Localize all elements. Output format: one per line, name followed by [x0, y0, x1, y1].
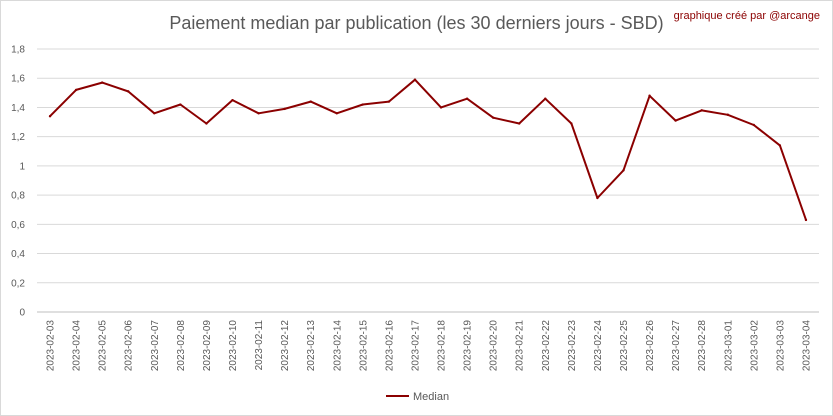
x-tick-label: 2023-02-13 — [306, 320, 317, 372]
x-tick-label: 2023-02-07 — [150, 320, 161, 372]
data-point — [491, 116, 495, 119]
data-point — [752, 123, 756, 127]
data-point — [127, 90, 130, 93]
data-point — [648, 94, 651, 97]
data-point — [257, 112, 260, 115]
y-tick-label: 0,8 — [11, 191, 25, 202]
data-point — [570, 122, 573, 125]
data-point — [231, 98, 234, 102]
x-tick-label: 2023-02-09 — [202, 320, 213, 372]
legend-label: Median — [413, 391, 449, 403]
x-tick-label: 2023-03-03 — [775, 320, 786, 372]
x-tick-label: 2023-02-16 — [384, 320, 395, 372]
data-point — [726, 113, 729, 116]
x-tick-label: 2023-02-04 — [72, 320, 83, 372]
y-tick-label: 1 — [19, 161, 25, 172]
x-tick-label: 2023-02-06 — [124, 320, 135, 372]
x-tick-label: 2023-02-21 — [515, 320, 526, 372]
x-tick-label: 2023-02-19 — [463, 320, 474, 372]
data-point — [100, 81, 104, 84]
x-tick-label: 2023-02-11 — [254, 320, 265, 371]
chart-credit: graphique créé par @arcange — [673, 10, 820, 22]
data-point — [518, 122, 521, 125]
x-tick-label: 2023-02-25 — [619, 320, 630, 372]
data-point — [387, 100, 391, 103]
data-point — [205, 122, 208, 125]
y-tick-label: 1,8 — [11, 45, 25, 56]
data-point — [544, 97, 547, 100]
data-point — [153, 112, 156, 115]
y-tick-label: 0 — [19, 308, 25, 319]
data-point — [439, 106, 443, 109]
data-point — [335, 112, 338, 115]
x-tick-label: 2023-03-02 — [749, 320, 760, 372]
data-point — [309, 100, 312, 103]
x-tick-label: 2023-02-18 — [437, 320, 448, 372]
x-tick-label: 2023-02-23 — [567, 320, 578, 372]
x-tick-label: 2023-03-04 — [801, 320, 812, 372]
x-tick-label: 2023-02-15 — [358, 320, 369, 372]
data-point — [465, 97, 469, 100]
x-tick-label: 2023-02-26 — [645, 320, 656, 372]
data-point — [804, 218, 808, 222]
data-point — [74, 88, 78, 92]
y-tick-label: 1,6 — [11, 74, 25, 85]
x-tick-label: 2023-02-03 — [46, 320, 57, 372]
y-tick-label: 0,6 — [11, 220, 25, 231]
y-tick-label: 1,2 — [11, 132, 25, 143]
x-tick-label: 2023-02-12 — [280, 320, 291, 372]
data-point — [596, 196, 599, 200]
data-point — [48, 115, 52, 118]
x-tick-label: 2023-02-14 — [332, 320, 343, 372]
x-tick-label: 2023-02-05 — [98, 320, 109, 372]
y-tick-label: 0,4 — [11, 249, 25, 260]
data-point — [361, 103, 365, 106]
y-tick-label: 1,4 — [11, 103, 25, 114]
data-point — [413, 78, 417, 81]
data-point — [179, 103, 182, 106]
x-tick-label: 2023-02-27 — [671, 320, 682, 372]
data-point — [700, 109, 703, 112]
x-tick-label: 2023-03-01 — [723, 320, 734, 372]
x-tick-label: 2023-02-24 — [593, 320, 604, 372]
y-tick-label: 0,2 — [11, 278, 25, 289]
data-point — [778, 144, 782, 147]
data-point — [674, 119, 677, 122]
x-tick-label: 2023-02-22 — [541, 320, 552, 372]
x-tick-label: 2023-02-10 — [228, 320, 239, 372]
chart-title: Paiement median par publication (les 30 … — [169, 13, 664, 33]
x-tick-label: 2023-02-17 — [410, 320, 421, 372]
series-line-median — [49, 78, 807, 221]
x-tick-label: 2023-02-08 — [176, 320, 187, 372]
x-tick-label: 2023-02-20 — [489, 320, 500, 372]
x-tick-label: 2023-02-28 — [697, 320, 708, 372]
data-point — [622, 169, 625, 172]
data-point — [283, 107, 286, 111]
